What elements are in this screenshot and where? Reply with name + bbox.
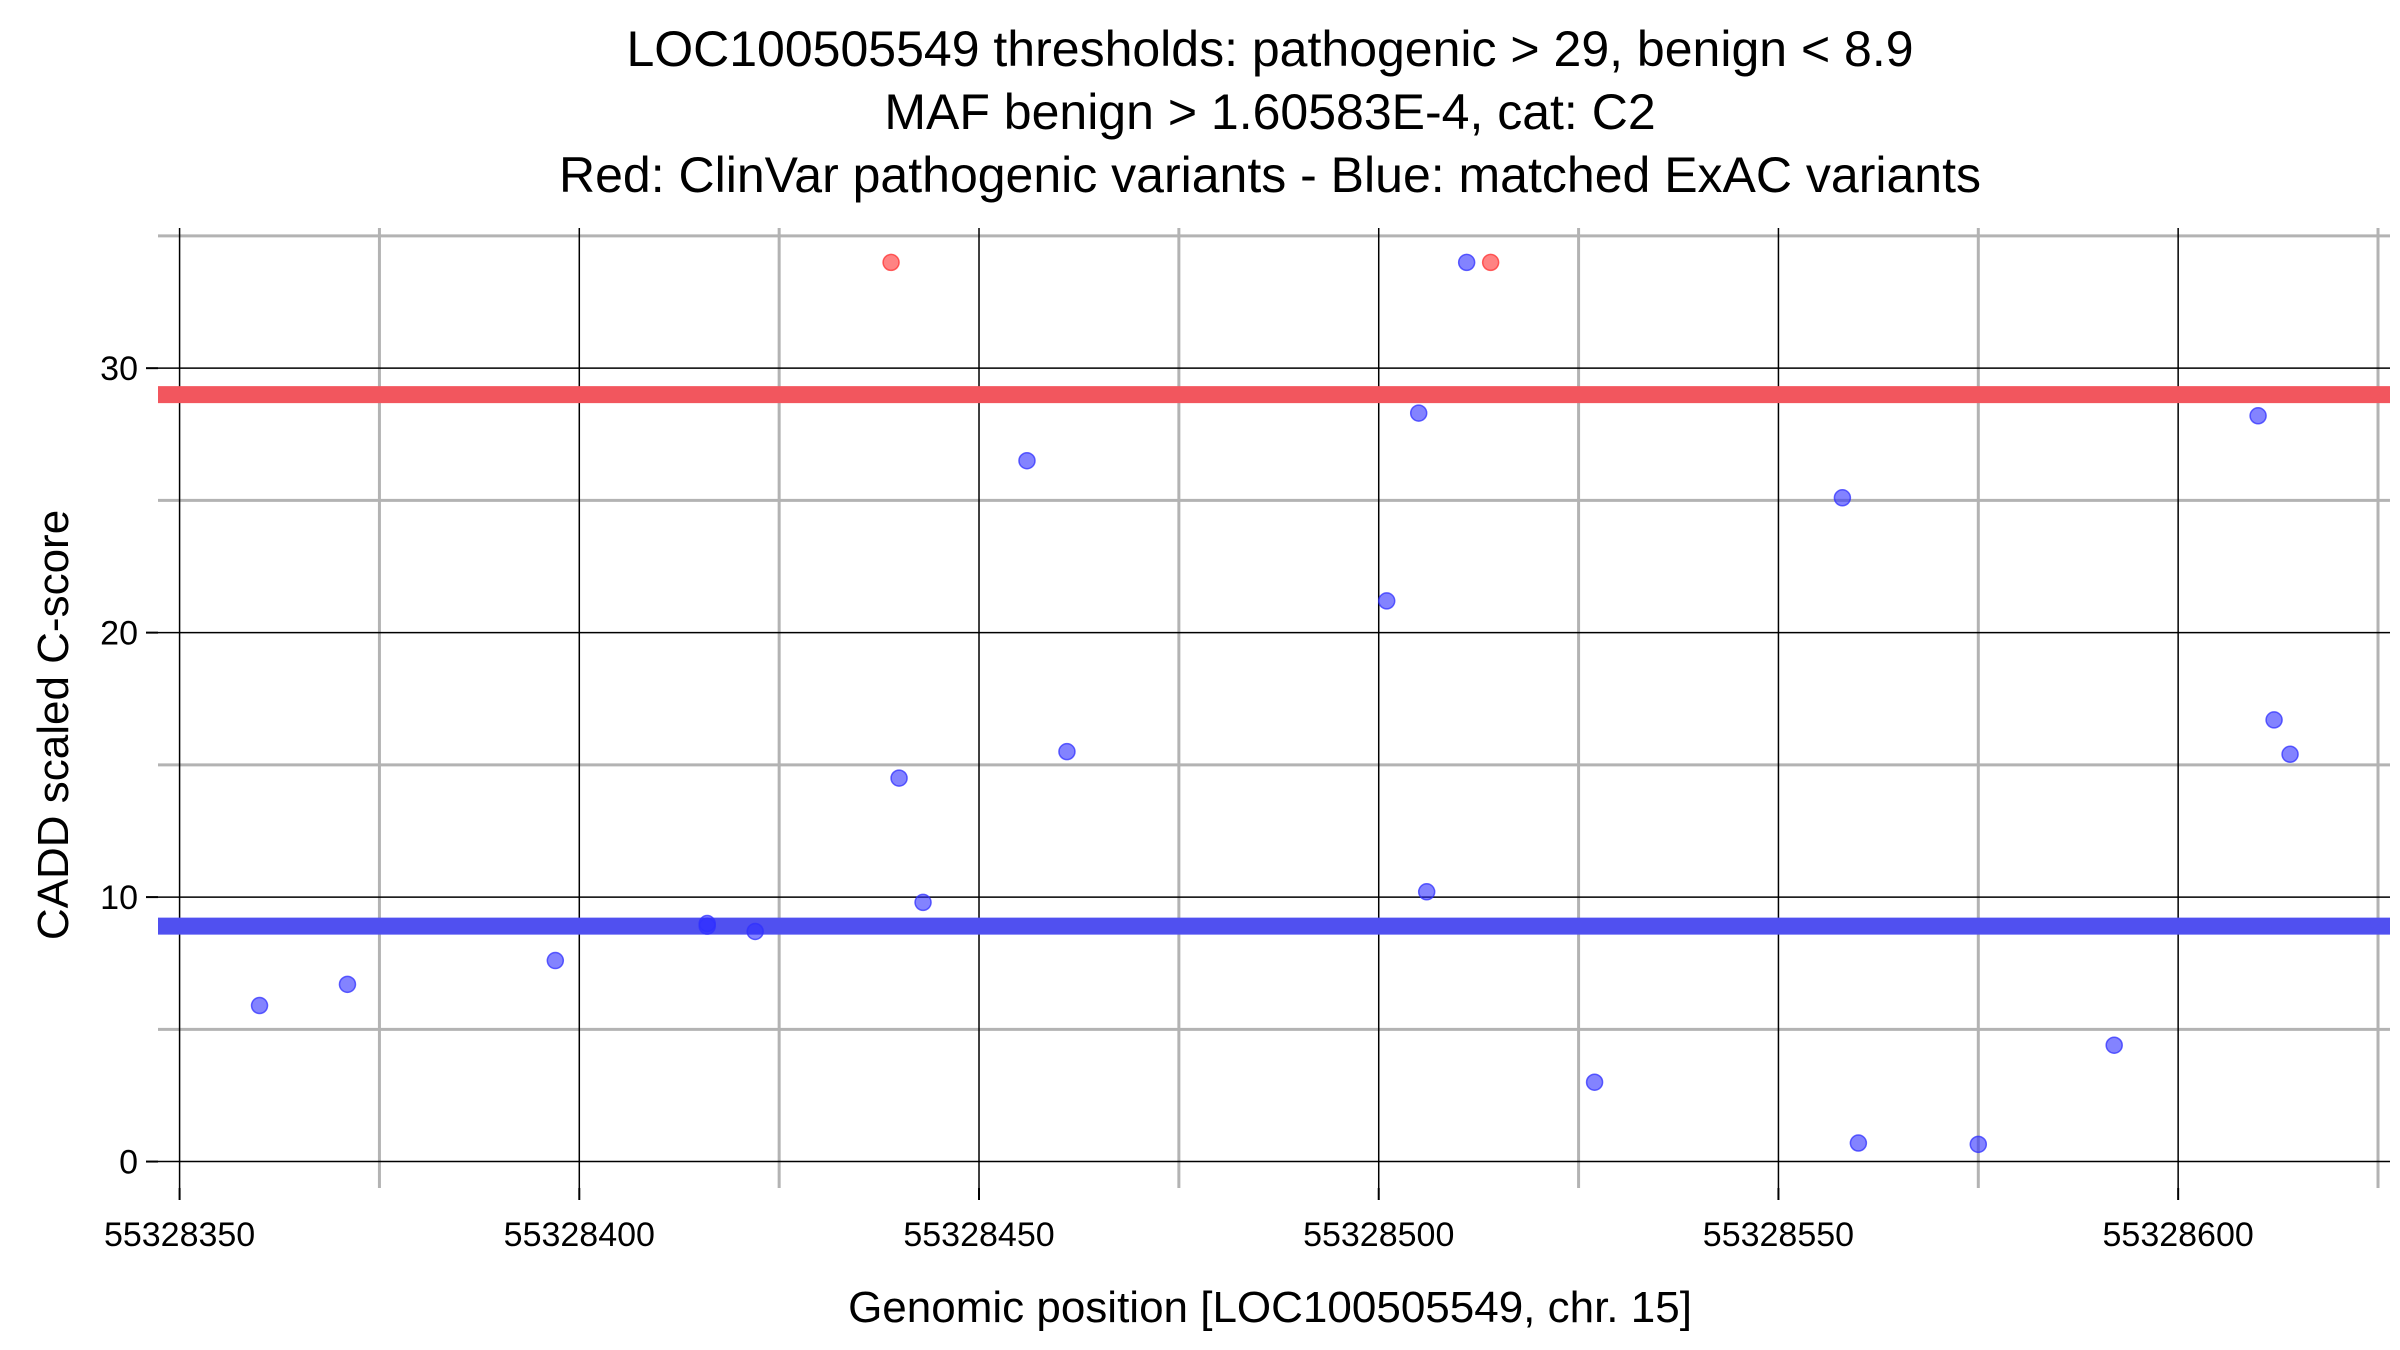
- x-tick-label-4: 55328550: [1703, 1216, 1854, 1254]
- exac-matched-point-21: [2281, 745, 2299, 764]
- x-tick-label-3: 55328500: [1303, 1216, 1454, 1254]
- exac-matched-point-19: [2249, 407, 2267, 425]
- y-axis-title: CADD scaled C-score: [29, 510, 78, 940]
- x-tick-label-0: 55328350: [104, 1216, 255, 1254]
- x-tick-label-2: 55328450: [903, 1216, 1054, 1254]
- axes: 0 10 20 30 55328350 55328400 55328450 55328500 5…: [100, 350, 2254, 1254]
- exac-matched-point-2: [546, 951, 565, 970]
- exac-matched-point-5: [746, 922, 764, 941]
- exac-matched-point-16: [1849, 1134, 1868, 1152]
- exac-matched-point-15: [1833, 489, 1852, 507]
- exac-matched-point-8: [1018, 451, 1036, 470]
- exac-matched-point-1: [338, 975, 357, 994]
- exac-matched-point-12: [1417, 883, 1436, 901]
- y-tick-label-0: 0: [119, 1144, 138, 1182]
- exac-matched-point-20: [2265, 711, 2283, 729]
- data-points: [250, 253, 2299, 1154]
- chart-title-line-1: LOC100505549 thresholds: pathogenic > 29…: [626, 21, 1913, 77]
- chart-title-line-3: Red: ClinVar pathogenic variants - Blue:…: [559, 147, 1981, 203]
- exac-matched-point-14: [1585, 1073, 1604, 1091]
- x-tick-label-1: 55328400: [504, 1216, 655, 1254]
- exac-matched-point-7: [914, 893, 932, 912]
- grid: [158, 228, 2390, 1188]
- y-tick-label-2: 20: [100, 615, 138, 653]
- chart-title-line-2: MAF benign > 1.60583E-4, cat: C2: [884, 84, 1655, 140]
- y-tick-label-3: 30: [100, 350, 138, 388]
- exac-matched-point-10: [1377, 592, 1396, 610]
- exac-matched-point-11: [1409, 404, 1428, 422]
- exac-matched-point-4: [698, 914, 716, 933]
- exac-matched-point-13: [1457, 253, 1476, 272]
- exac-matched-point-9: [1058, 742, 1076, 761]
- x-axis-title: Genomic position [LOC100505549, chr. 15]: [848, 1283, 1692, 1332]
- x-tick-label-5: 55328600: [2103, 1216, 2254, 1254]
- threshold-lines: [158, 386, 2390, 935]
- clinvar-pathogenic-point-1: [1481, 253, 1500, 272]
- y-tick-label-1: 10: [100, 879, 138, 917]
- clinvar-pathogenic-point-0: [882, 253, 900, 272]
- exac-matched-point-17: [1969, 1135, 1988, 1154]
- exac-matched-point-18: [2105, 1036, 2123, 1054]
- exac-matched-point-6: [890, 769, 908, 787]
- exac-matched-point-0: [250, 996, 269, 1015]
